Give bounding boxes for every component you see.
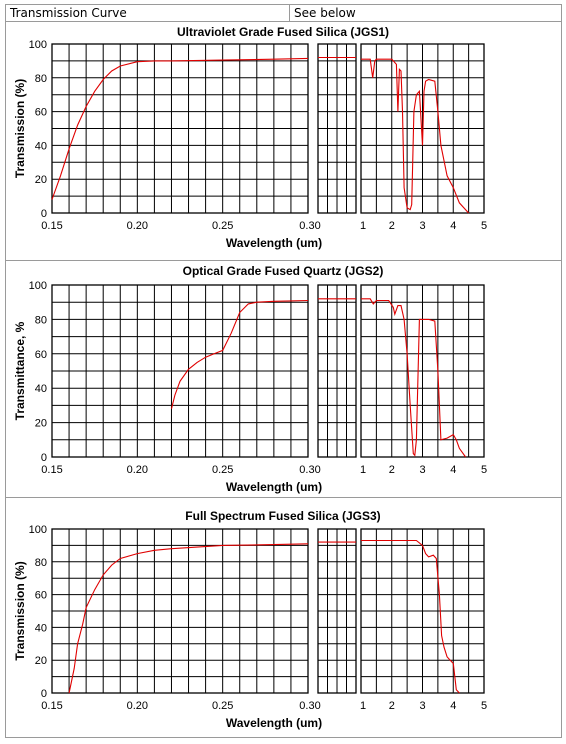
- y-axis-label: Transmission (%): [13, 561, 27, 660]
- plot-frame: [317, 528, 357, 694]
- charts-container: Ultraviolet Grade Fused Silica (JGS1) Tra…: [5, 22, 562, 738]
- x-tick-label: 0.15: [41, 700, 62, 712]
- y-tick-label: 80: [35, 314, 47, 326]
- x-tick-label: 0.15: [41, 220, 62, 232]
- x-tick-label: 1: [360, 220, 366, 232]
- chart-title: Full Spectrum Fused Silica (JGS3): [185, 509, 380, 523]
- y-tick-label: 60: [35, 590, 47, 602]
- y-tick-label: 20: [35, 655, 47, 667]
- plot-segment: [317, 43, 357, 214]
- y-tick-label: 40: [35, 140, 47, 152]
- transmission-curve: [361, 539, 460, 694]
- chart-jgs2: Optical Grade Fused Quartz (JGS2) Transmi…: [13, 264, 487, 494]
- x-tick-label: 0.20: [127, 700, 148, 712]
- plot-frame: [360, 528, 485, 694]
- plot-segment: 1 2 3 4 5: [360, 284, 487, 476]
- x-tick-label: 3: [419, 220, 425, 232]
- y-tick-label: 0: [41, 208, 47, 220]
- x-tick-label: 4: [450, 464, 456, 476]
- y-tick-label: 0: [41, 688, 47, 700]
- transmission-curve: [361, 58, 470, 214]
- x-tick-label: 0.25: [212, 220, 233, 232]
- x-tick-label: 5: [481, 700, 487, 712]
- x-tick-label: 3: [419, 464, 425, 476]
- y-tick-label: 0: [41, 452, 47, 464]
- y-tick-label: 100: [29, 39, 47, 51]
- plot-segment: [317, 284, 357, 458]
- x-tick-label: 5: [481, 220, 487, 232]
- x-axis-label: Wavelength (um): [226, 480, 322, 494]
- x-axis-label: Wavelength (um): [226, 716, 322, 730]
- y-tick-label: 60: [35, 107, 47, 119]
- plot-segment: 0.15 0.20 0.25 0.30: [41, 284, 321, 476]
- x-tick-label: 4: [450, 700, 456, 712]
- chart-panel-jgs3: Full Spectrum Fused Silica (JGS3) Transmi…: [6, 497, 561, 738]
- y-axis-label: Transmission (%): [13, 79, 27, 178]
- plot-segment: 0.15 0.20 0.25 0.30: [41, 43, 321, 232]
- plot-frame: [51, 43, 309, 214]
- x-tick-label: 0.20: [127, 464, 148, 476]
- x-tick-label: 4: [450, 220, 456, 232]
- y-tick-label: 20: [35, 418, 47, 430]
- x-tick-label: 2: [389, 220, 395, 232]
- spec-label: Transmission Curve: [5, 4, 290, 22]
- spec-row: Transmission Curve See below: [5, 4, 562, 22]
- y-tick-label: 40: [35, 383, 47, 395]
- x-tick-label: 1: [360, 464, 366, 476]
- x-tick-label: 3: [419, 700, 425, 712]
- transmission-curve: [68, 543, 309, 694]
- chart-panel-jgs2: Optical Grade Fused Quartz (JGS2) Transmi…: [6, 260, 561, 497]
- transmission-curve: [361, 298, 467, 458]
- chart-jgs1: Ultraviolet Grade Fused Silica (JGS1) Tra…: [13, 25, 487, 250]
- x-tick-label: 5: [481, 464, 487, 476]
- chart-title: Ultraviolet Grade Fused Silica (JGS1): [177, 25, 389, 39]
- transmission-curve: [51, 57, 309, 200]
- plot-frame: [317, 43, 357, 214]
- y-tick-label: 100: [29, 280, 47, 292]
- chart-jgs3: Full Spectrum Fused Silica (JGS3) Transmi…: [13, 509, 487, 730]
- y-tick-label: 20: [35, 174, 47, 186]
- x-tick-label: 1: [360, 700, 366, 712]
- y-tick-label: 60: [35, 349, 47, 361]
- x-tick-label: 2: [389, 700, 395, 712]
- plot-segment: 1 2 3 4 5: [360, 528, 487, 712]
- x-axis-label: Wavelength (um): [226, 236, 322, 250]
- plot-segment: 1 2 3 4 5: [360, 43, 487, 232]
- x-tick-label: 0.30: [299, 464, 320, 476]
- x-tick-label: 0.25: [212, 464, 233, 476]
- spec-value: See below: [289, 4, 562, 22]
- plot-frame: [51, 528, 309, 694]
- x-tick-label: 2: [389, 464, 395, 476]
- plot-frame: [360, 284, 485, 458]
- y-tick-label: 40: [35, 622, 47, 634]
- x-tick-label: 0.30: [299, 700, 320, 712]
- x-tick-label: 0.25: [212, 700, 233, 712]
- chart-title: Optical Grade Fused Quartz (JGS2): [183, 264, 384, 278]
- x-tick-label: 0.30: [299, 220, 320, 232]
- transmission-curve: [170, 299, 309, 409]
- x-tick-label: 0.20: [127, 220, 148, 232]
- y-axis-label: Transmittance, %: [13, 321, 27, 420]
- y-tick-label: 100: [29, 524, 47, 536]
- plot-segment: [317, 528, 357, 694]
- y-tick-label: 80: [35, 73, 47, 85]
- plot-segment: 0.15 0.20 0.25 0.30: [41, 528, 321, 712]
- plot-frame: [360, 43, 485, 214]
- x-tick-label: 0.15: [41, 464, 62, 476]
- plot-frame: [317, 284, 357, 458]
- chart-panel-jgs1: Ultraviolet Grade Fused Silica (JGS1) Tra…: [6, 22, 561, 260]
- plot-frame: [51, 284, 309, 458]
- y-tick-label: 80: [35, 557, 47, 569]
